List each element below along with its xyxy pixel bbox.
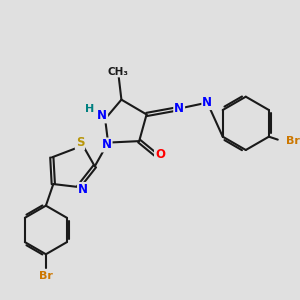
Text: Br: Br [39, 271, 53, 281]
Text: N: N [174, 102, 184, 115]
Text: N: N [78, 183, 88, 196]
Text: N: N [102, 139, 112, 152]
Text: O: O [155, 148, 165, 161]
Text: H: H [85, 103, 94, 113]
Text: N: N [202, 96, 212, 109]
Text: CH₃: CH₃ [108, 67, 129, 76]
Text: S: S [76, 136, 84, 149]
Text: N: N [97, 110, 107, 122]
Text: Br: Br [286, 136, 300, 146]
